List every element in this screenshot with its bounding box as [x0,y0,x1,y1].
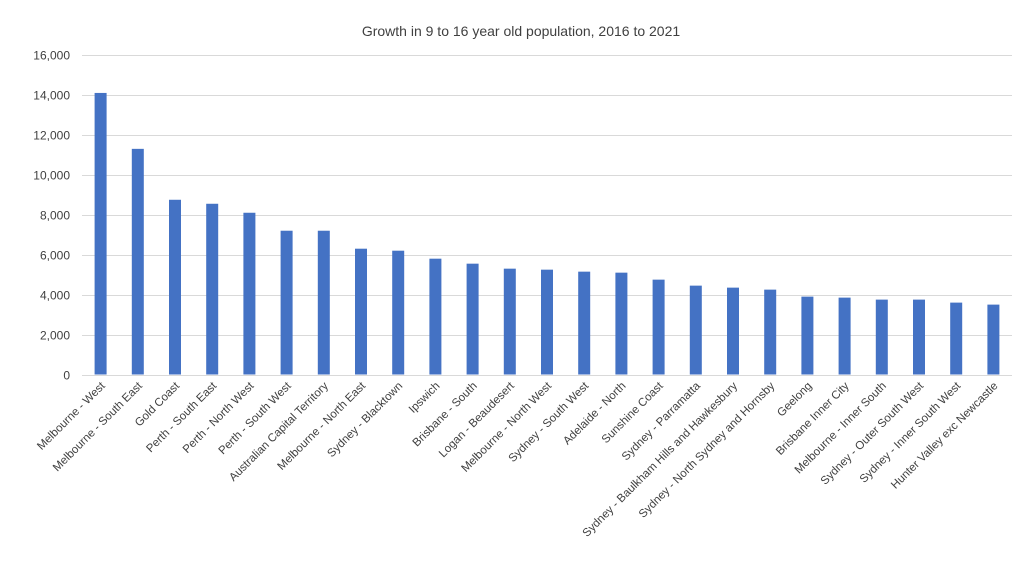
bar [615,272,628,375]
bars [94,92,1000,375]
bar [764,289,777,375]
bar [987,304,1000,375]
bar [243,212,256,375]
bar [466,263,479,375]
bar [875,299,888,375]
bar [727,287,739,375]
bar [429,258,442,375]
bar [94,92,107,375]
x-tick-label: Brisbane Inner City [774,380,852,458]
bar [838,297,851,375]
y-tick-label: 2,000 [40,329,70,343]
y-tick-label: 0 [63,369,70,383]
x-tick-label: Perth - South East [144,380,219,455]
bar [689,285,702,375]
bar [950,302,963,375]
x-tick-label: Ipswich [407,380,443,416]
gridlines [82,55,1012,336]
bar [578,271,591,375]
bar [801,296,814,375]
x-tick-label: Brisbane - South [411,380,480,449]
y-tick-label: 10,000 [33,169,70,183]
bar [317,230,330,375]
bar [206,203,219,375]
bar [392,250,405,375]
bar [652,279,665,375]
x-tick-label: Melbourne - West [35,380,108,453]
y-axis-ticks: 0 2,000 4,000 6,000 8,000 10,000 12,000 14,000 1… [33,49,70,383]
bar [355,248,367,375]
bar [169,199,181,375]
x-tick-label: Perth - South West [217,380,295,458]
bar [541,269,553,375]
x-tick-label: Sydney - North Sydney and Hornsby [637,380,778,521]
bar [503,268,516,375]
x-tick-label: Sydney - Blacktown [325,380,405,460]
y-tick-label: 8,000 [40,209,70,223]
y-tick-label: 12,000 [33,129,70,143]
y-tick-label: 6,000 [40,249,70,263]
chart-title: Growth in 9 to 16 year old population, 2… [362,23,681,39]
bar [131,148,144,375]
bar [913,299,925,375]
y-tick-label: 16,000 [33,49,70,63]
x-tick-label: Perth - North West [181,380,257,456]
y-tick-label: 14,000 [33,89,70,103]
bar [280,230,293,375]
y-tick-label: 4,000 [40,289,70,303]
